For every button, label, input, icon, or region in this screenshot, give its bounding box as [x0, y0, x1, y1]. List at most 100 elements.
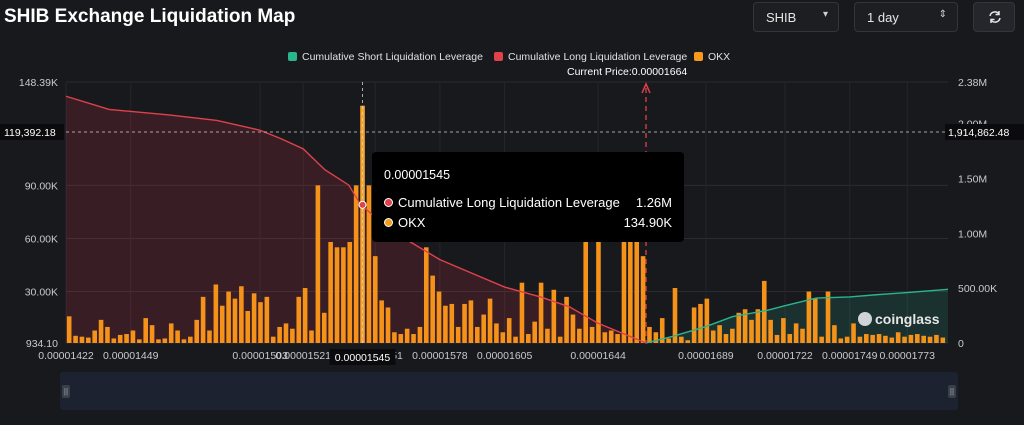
legend-okx-label: OKX	[708, 51, 731, 63]
okx-bar	[66, 316, 72, 343]
okx-bar	[596, 241, 601, 343]
okx-bar	[615, 334, 620, 343]
okx-bar	[704, 298, 710, 343]
okx-bar	[398, 334, 404, 343]
okx-bar	[832, 325, 837, 343]
x-tick-label: 0.00001749	[822, 350, 878, 362]
okx-bar	[659, 318, 665, 343]
okx-bar	[787, 334, 793, 343]
y-right-tick-label: 1.50M	[958, 174, 987, 186]
okx-bar	[889, 337, 895, 343]
okx-bar	[634, 241, 640, 343]
okx-bar	[462, 303, 467, 343]
crosshair-x-value: 0.00001545	[335, 352, 391, 364]
okx-bar	[443, 305, 448, 343]
chart-tooltip: 0.00001545 Cumulative Long Liquidation L…	[372, 152, 684, 242]
scroll-handle-left[interactable]: ||	[62, 385, 70, 398]
okx-bar	[232, 298, 238, 343]
x-tick-label: 0.00001503	[232, 350, 288, 362]
okx-bar	[239, 286, 244, 343]
symbol-select[interactable]: SHIB ▾	[753, 2, 839, 32]
legend-long[interactable]: Cumulative Long Liquidation Leverage	[494, 51, 687, 63]
okx-bar	[532, 321, 537, 343]
okx-bar	[143, 318, 148, 343]
okx-bar	[137, 339, 142, 343]
okx-bar	[245, 311, 251, 343]
x-tick-label: 0.00001773	[880, 350, 936, 362]
okx-bar	[219, 305, 225, 343]
tooltip-long-value: 1.26M	[635, 195, 672, 210]
x-tick-label: 0.00001422	[38, 350, 94, 362]
okx-bar	[117, 334, 123, 343]
okx-bar	[602, 332, 608, 343]
okx-bar	[806, 291, 812, 343]
okx-bar	[895, 332, 901, 343]
okx-bar	[468, 300, 474, 343]
refresh-button[interactable]	[973, 2, 1015, 32]
okx-bar	[589, 326, 595, 343]
range-select[interactable]: 1 day ⇕	[854, 2, 958, 32]
okx-bar	[621, 241, 627, 343]
okx-bar	[812, 298, 818, 343]
okx-bar	[551, 289, 557, 343]
okx-bar	[290, 328, 295, 343]
okx-bar	[781, 318, 786, 343]
okx-bar	[98, 319, 104, 343]
okx-bar	[545, 328, 550, 343]
okx-bar	[800, 328, 805, 343]
okx-bar	[691, 307, 697, 343]
okx-bar	[475, 326, 480, 343]
x-tick-label: 0.00001644	[570, 350, 626, 362]
okx-bar	[742, 309, 748, 343]
okx-bar	[258, 302, 263, 343]
okx-bar	[564, 296, 569, 343]
okx-bar	[341, 247, 346, 343]
tooltip-long-dot	[384, 198, 393, 207]
okx-bar	[768, 319, 773, 343]
okx-bar	[302, 288, 308, 343]
okx-bar	[513, 336, 518, 343]
x-tick-label: 0.00001521	[276, 350, 332, 362]
okx-bar	[124, 334, 129, 343]
okx-bar	[506, 318, 512, 343]
okx-bar	[774, 334, 780, 343]
scroll-handle-right[interactable]: ||	[948, 385, 956, 398]
okx-swatch	[694, 52, 703, 61]
okx-bar	[487, 298, 493, 343]
okx-bar	[685, 340, 691, 343]
okx-bar	[876, 334, 882, 343]
x-tick-label: 0.00001449	[103, 350, 159, 362]
okx-bar	[640, 256, 646, 343]
legend-okx[interactable]: OKX	[694, 51, 730, 63]
okx-bar	[130, 330, 136, 343]
okx-bar	[857, 336, 863, 343]
coinglass-logo-icon	[858, 312, 872, 326]
tooltip-okx-label: OKX	[398, 215, 426, 230]
okx-bar	[175, 330, 180, 343]
okx-bar	[423, 247, 429, 343]
range-select-value: 1 day	[867, 10, 899, 25]
y-right-tick-label: 2.38M	[958, 77, 987, 89]
okx-bar	[404, 328, 410, 343]
short-swatch	[288, 52, 297, 61]
okx-bar	[385, 307, 391, 343]
refresh-icon	[989, 11, 1001, 23]
legend-short[interactable]: Cumulative Short Liquidation Leverage	[288, 51, 483, 63]
coinglass-brand: coinglass	[858, 311, 940, 327]
tooltip-long-label: Cumulative Long Liquidation Leverage	[398, 195, 620, 210]
okx-bar	[449, 303, 455, 343]
okx-bar	[366, 185, 372, 343]
okx-bar	[577, 328, 582, 343]
okx-bar	[270, 336, 276, 343]
y-left-tick-label: 60.00K	[25, 233, 58, 245]
y-right-tick-label: 1.00M	[958, 228, 987, 240]
long-swatch	[494, 52, 503, 61]
okx-bar	[392, 332, 397, 343]
okx-bar	[379, 300, 384, 343]
range-scrollbar[interactable]: || ||	[60, 372, 958, 410]
liquidation-chart[interactable]: 148.39K90.00K60.00K30.00K934.102.38M2.00…	[0, 0, 1024, 372]
okx-bar	[111, 338, 117, 343]
brand-name: coinglass	[875, 311, 940, 327]
okx-bar	[353, 185, 359, 343]
okx-bar	[883, 335, 888, 343]
